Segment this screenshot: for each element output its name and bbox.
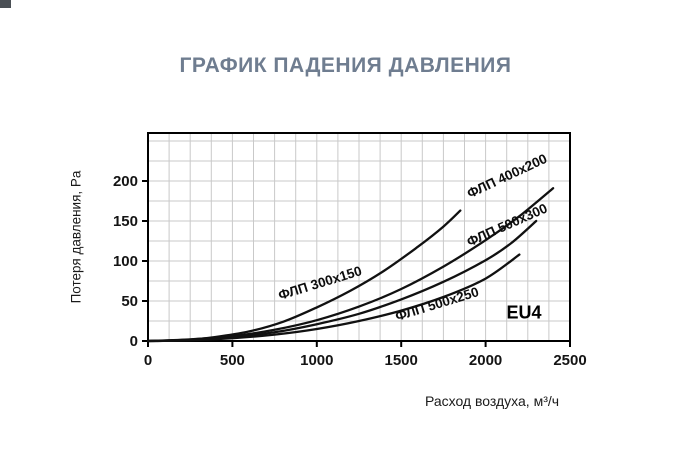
corner-scan-artifact	[0, 0, 11, 8]
x-tick-label: 500	[220, 352, 245, 369]
page-title: ГРАФИК ПАДЕНИЯ ДАВЛЕНИЯ	[179, 54, 512, 77]
series-curve-3	[146, 253, 521, 343]
y-axis-title: Потеря давления, Pa	[68, 170, 84, 304]
filter-class-label: EU4	[506, 302, 542, 323]
y-tick-label: 50	[121, 293, 138, 310]
x-tick-label: 2000	[469, 352, 502, 369]
x-axis-title: Расход воздуха, м³/ч	[424, 393, 560, 409]
y-tick-label: 0	[130, 333, 138, 350]
x-tick-label: 0	[144, 352, 152, 369]
y-tick-label: 200	[113, 173, 138, 190]
y-tick-label: 100	[113, 253, 138, 270]
x-tick-label: 1000	[300, 352, 333, 369]
plot-border	[147, 132, 571, 342]
x-tick-label: 1500	[385, 352, 418, 369]
y-tick-label: 150	[113, 213, 138, 230]
x-tick-label: 2500	[553, 352, 586, 369]
